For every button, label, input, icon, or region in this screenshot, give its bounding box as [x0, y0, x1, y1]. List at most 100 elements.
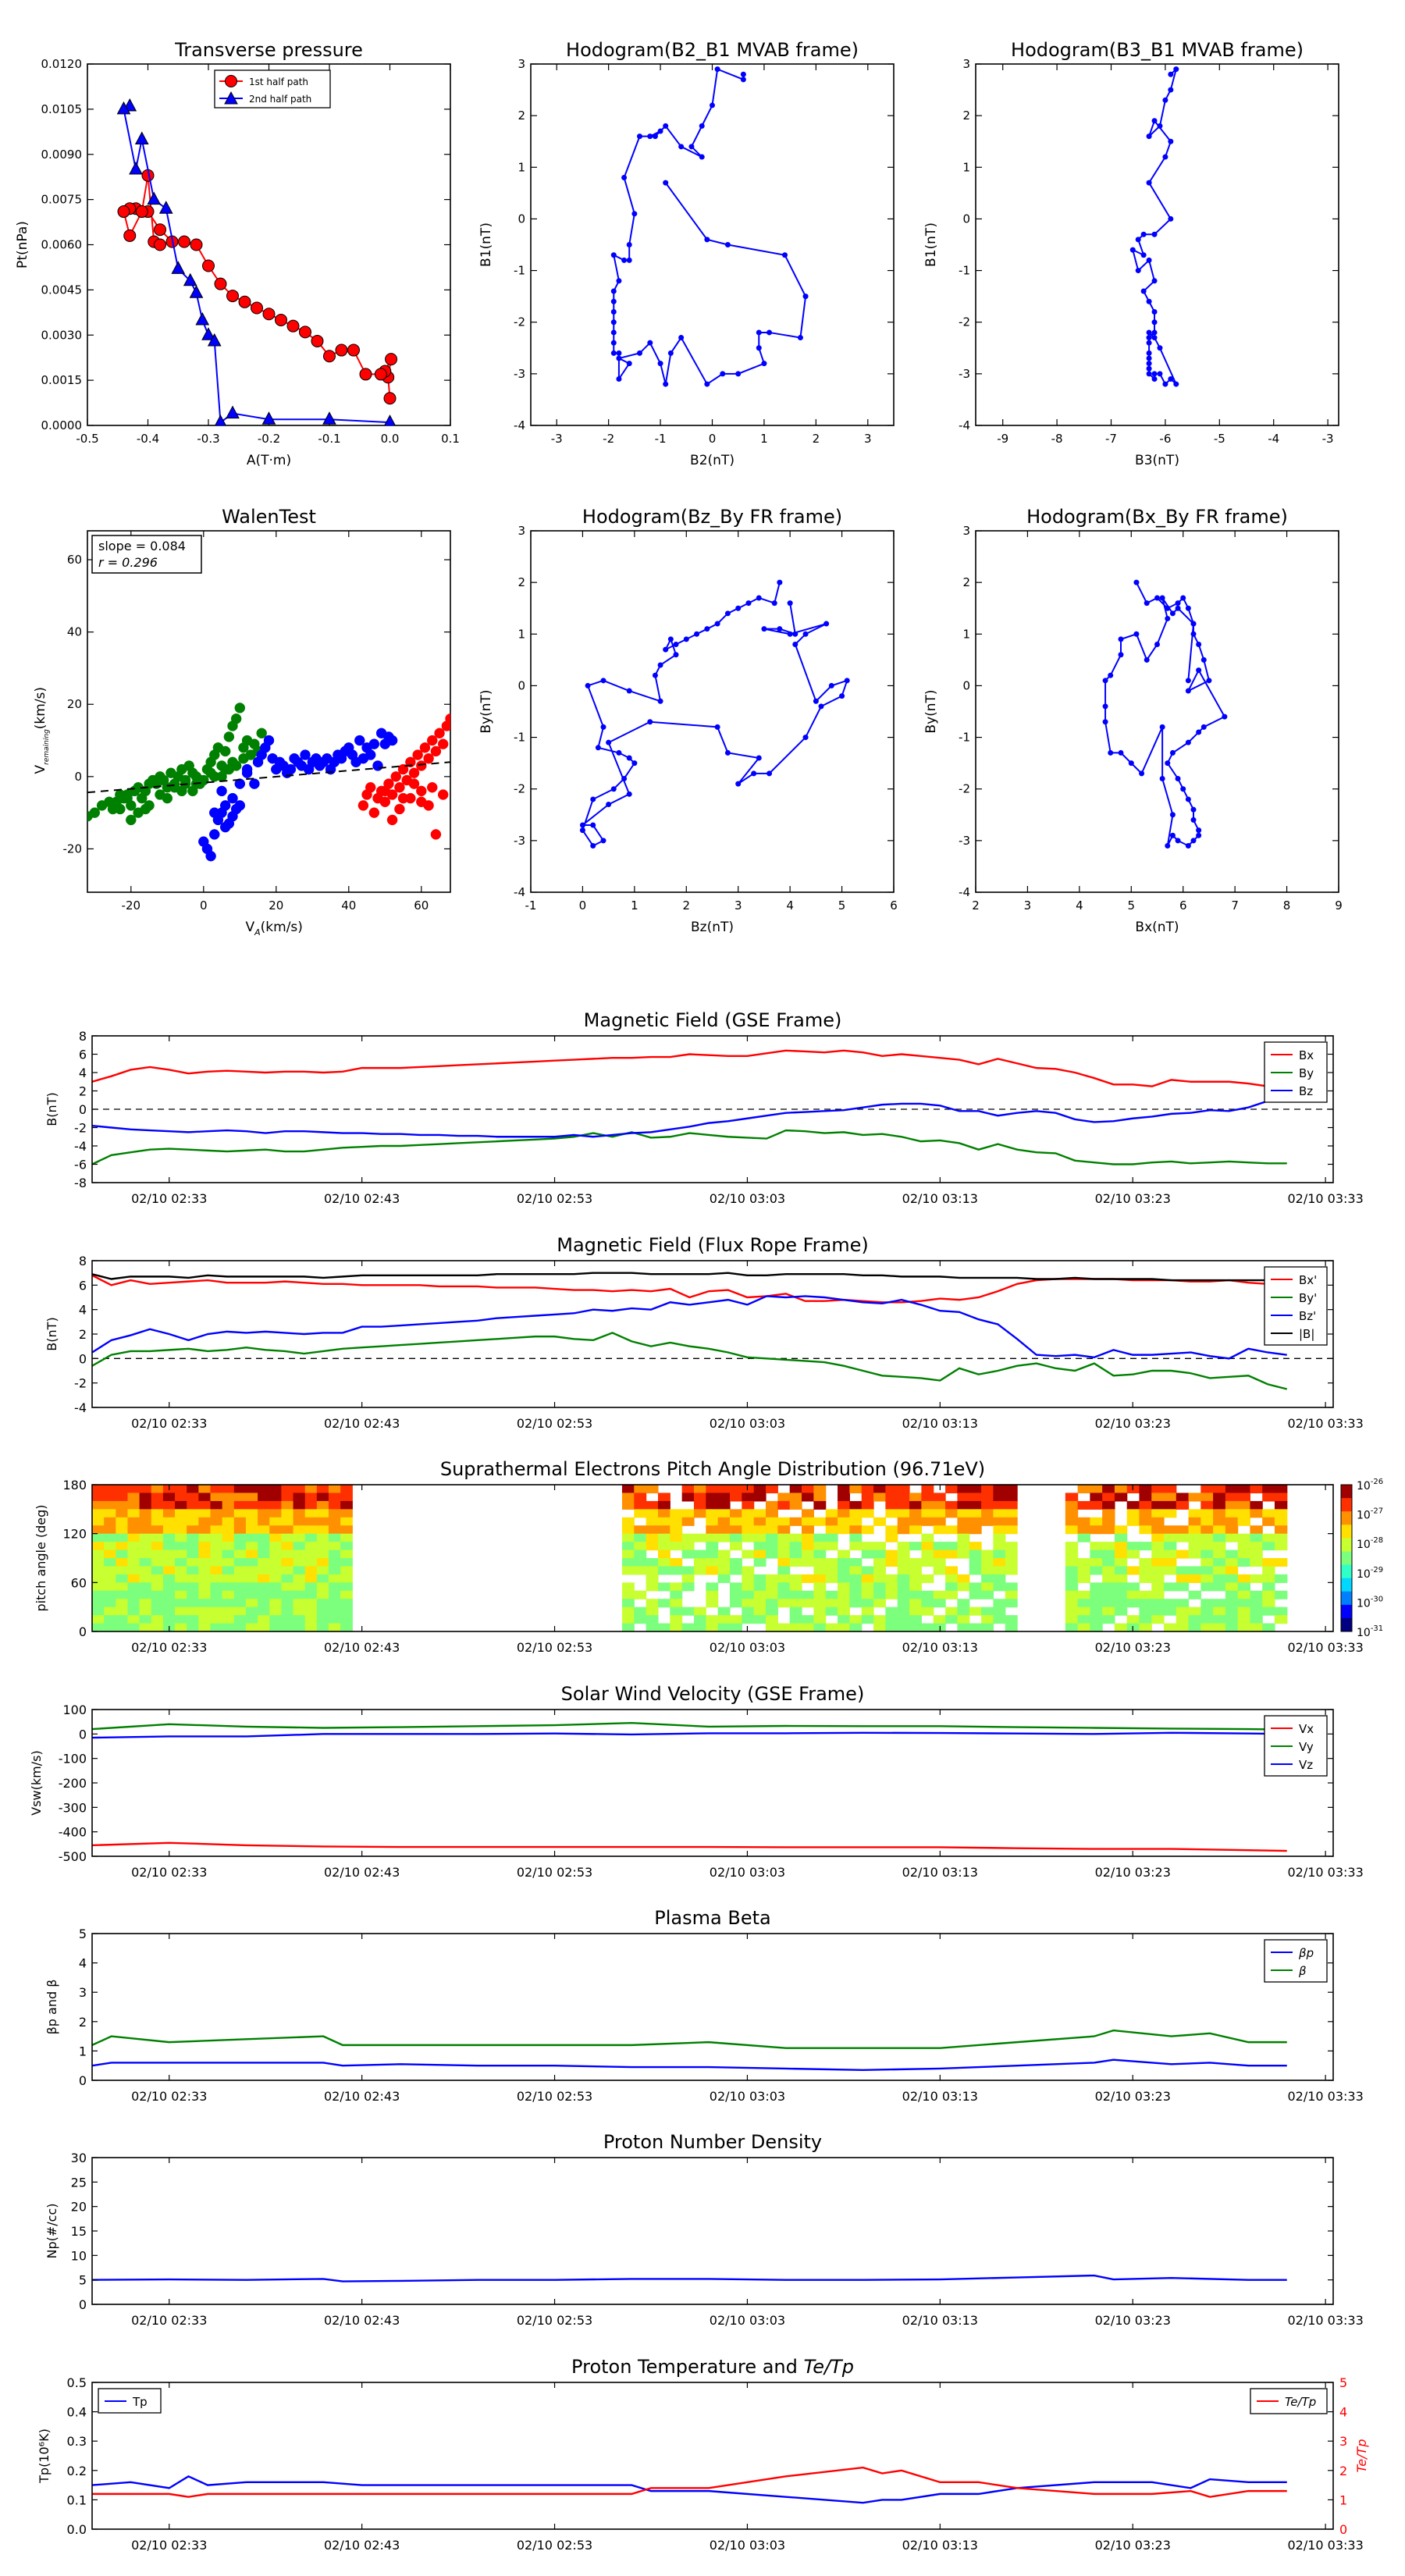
heatmap-cell: [706, 1615, 719, 1624]
heatmap-cell: [281, 1566, 294, 1575]
heatmap-cell: [1200, 1582, 1214, 1592]
heatmap-cell: [981, 1500, 994, 1510]
heatmap-cell: [838, 1615, 850, 1624]
heatmap-cell: [621, 1615, 635, 1624]
heatmap-cell: [1065, 1558, 1079, 1567]
heatmap-cell: [981, 1517, 994, 1526]
heatmap-cell: [1065, 1550, 1079, 1559]
heatmap-cell: [621, 1606, 635, 1616]
heatmap-cell: [634, 1615, 647, 1624]
heatmap-cell: [945, 1500, 959, 1510]
heatmap-cell: [175, 1493, 187, 1502]
x-tick-label: 02/10 02:43: [324, 1865, 400, 1880]
series-marker: [1190, 838, 1197, 844]
heatmap-cell: [175, 1615, 187, 1624]
heatmap-cell: [104, 1485, 116, 1494]
heatmap-cell: [175, 1550, 187, 1559]
heatmap-cell: [621, 1550, 635, 1559]
heatmap-cell: [1213, 1533, 1226, 1542]
y-tick-label: -3: [514, 367, 525, 381]
y-axis-label: B1(nT): [478, 222, 494, 267]
heatmap-cell: [993, 1533, 1006, 1542]
heatmap-cell: [293, 1582, 306, 1592]
series-marker: [673, 652, 679, 658]
series-line: [92, 2274, 1287, 2282]
heatmap-cell: [1225, 1485, 1239, 1494]
heatmap-cell: [885, 1500, 898, 1510]
y-axis-label: βp and β: [44, 1980, 59, 2035]
x-axis-label: Bx(nT): [1135, 920, 1179, 935]
y-tick-label: 5: [79, 1927, 87, 1941]
heatmap-cell: [175, 1485, 187, 1494]
plot-area: [92, 1272, 1288, 1390]
heatmap-cell: [909, 1525, 922, 1535]
heatmap-cell: [1225, 1566, 1239, 1575]
heatmap-cell: [269, 1485, 283, 1494]
series-marker: [1165, 615, 1171, 621]
y-tick-label: 0: [962, 212, 970, 226]
heatmap-cell: [1126, 1550, 1140, 1559]
heatmap-cell: [933, 1500, 946, 1510]
heatmap-cell: [340, 1493, 353, 1502]
heatmap-cell: [1065, 1606, 1079, 1616]
heatmap-cell: [693, 1615, 706, 1624]
series-marker: [215, 415, 226, 425]
heatmap-cell: [634, 1558, 647, 1567]
heatmap-cell: [1237, 1533, 1251, 1542]
heatmap-cell: [825, 1606, 838, 1616]
x-tick-label: 02/10 02:53: [517, 1865, 592, 1880]
heatmap-cell: [1139, 1566, 1152, 1575]
heatmap-cell: [304, 1533, 318, 1542]
legend-label: Bx: [1299, 1048, 1314, 1062]
heatmap-cell: [885, 1558, 898, 1567]
heatmap-cell: [1225, 1615, 1239, 1624]
heatmap-cell: [1200, 1542, 1214, 1551]
series-marker: [694, 631, 700, 637]
heatmap-cell: [1262, 1623, 1275, 1632]
y-tick-label: -4: [959, 885, 970, 899]
series-marker: [201, 327, 215, 340]
series-marker: [1146, 350, 1152, 356]
heatmap-cell: [222, 1606, 235, 1616]
heatmap-cell: [921, 1550, 934, 1559]
heatmap-cell: [1213, 1542, 1226, 1551]
heatmap-cell: [1090, 1582, 1103, 1592]
heatmap-cell: [245, 1558, 258, 1567]
heatmap-cell: [1250, 1599, 1263, 1608]
heatmap-cell: [92, 1582, 105, 1592]
heatmap-cell: [281, 1599, 294, 1608]
x-tick-label: 02/10 03:33: [1287, 1191, 1363, 1206]
heatmap-cell: [1090, 1590, 1103, 1599]
chart-title: Magnetic Field (Flux Rope Frame): [557, 1234, 868, 1256]
heatmap-cell: [789, 1550, 802, 1559]
series-marker: [207, 333, 222, 347]
heatmap-cell: [1250, 1542, 1263, 1551]
heatmap-cell: [1237, 1493, 1251, 1502]
heatmap-cell: [293, 1558, 306, 1567]
heatmap-cell: [92, 1500, 105, 1510]
series-marker: [637, 133, 642, 140]
x-tick-label: 1: [631, 898, 638, 913]
heatmap-cell: [993, 1509, 1006, 1518]
x-tick-label: 02/10 02:53: [517, 1640, 592, 1655]
heatmap-cell: [681, 1623, 695, 1632]
heatmap-cell: [1176, 1525, 1190, 1535]
heatmap-cell: [670, 1558, 683, 1567]
heatmap-cell: [104, 1533, 116, 1542]
heatmap-cell: [717, 1558, 731, 1567]
heatmap-cell: [766, 1623, 778, 1632]
x-tick-label: 5: [838, 898, 846, 913]
series-marker: [663, 123, 669, 129]
heatmap-cell: [993, 1582, 1006, 1592]
heatmap-cell: [969, 1623, 982, 1632]
y-tick-label: 8: [79, 1254, 87, 1268]
heatmap-cell: [753, 1485, 767, 1494]
heatmap-cell: [116, 1623, 129, 1632]
heatmap-cell: [151, 1509, 164, 1518]
heatmap-cell: [210, 1590, 223, 1599]
heatmap-cell: [210, 1493, 223, 1502]
series-marker: [724, 242, 731, 247]
heatmap-cell: [825, 1558, 838, 1567]
series-marker: [1154, 595, 1160, 601]
heatmap-cell: [657, 1566, 670, 1575]
